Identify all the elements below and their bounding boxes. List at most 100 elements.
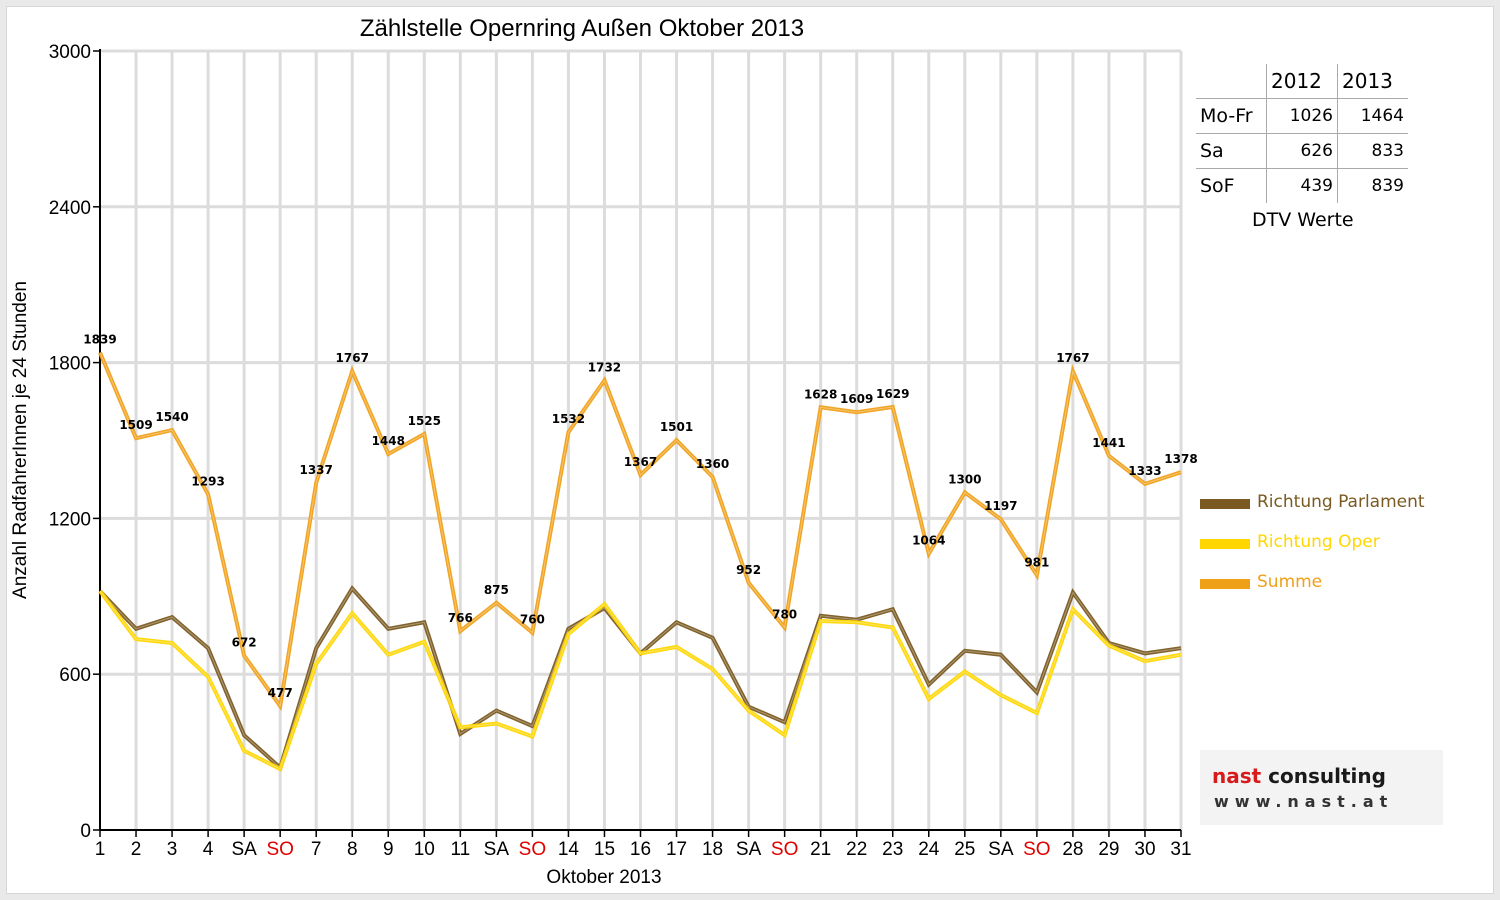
dtv-value-2012: 439 [1266,168,1338,203]
x-tick-label: SO [771,839,798,860]
data-label: 1532 [552,412,585,426]
data-label: 477 [268,686,293,700]
dtv-table: 2012 2013 Mo-Fr 1026 1464 Sa 626 833 SoF… [1196,64,1408,203]
data-label: 1609 [840,392,873,406]
x-axis-label: Oktober 2013 [546,867,661,888]
legend-swatch [1200,499,1250,509]
data-label: 1333 [1128,464,1161,478]
x-tick-label: 16 [630,839,651,860]
x-tick-label: 18 [702,839,723,860]
dtv-value-2013: 1464 [1337,98,1408,134]
data-label: 1337 [299,463,332,477]
legend-label: Summe [1257,572,1323,592]
x-tick-label: 17 [666,839,687,860]
x-tick-label: 31 [1170,839,1191,860]
data-label: 760 [520,613,545,627]
x-tick-label: 24 [918,839,940,860]
x-tick-label: 21 [810,839,831,860]
series-line-3 [98,351,1182,712]
data-label: 1628 [804,387,837,401]
x-tick-label: 28 [1062,839,1083,860]
dtv-col-2012: 2012 [1266,64,1338,99]
data-label: 766 [448,611,473,625]
x-tick-label: SO [1023,839,1050,860]
data-label: 1360 [696,457,729,471]
data-label: 981 [1024,555,1049,569]
dtv-value-2013: 839 [1337,168,1408,203]
x-tick-label: SA [484,839,510,860]
logo-brand-rest: consulting [1261,764,1386,788]
data-label: 1501 [660,420,693,434]
x-tick-label: SA [736,839,762,860]
x-tick-label: 25 [954,839,975,860]
x-tick-label: SO [519,839,546,860]
data-label: 672 [232,636,257,650]
legend-item-summe: Summe [1200,572,1480,596]
data-label: 1629 [876,387,909,401]
legend-item-parlament: Richtung Parlament [1200,492,1480,516]
y-tick-label: 600 [59,665,91,686]
x-tick-label: 23 [882,839,903,860]
data-label: 1767 [336,351,369,365]
legend-label: Richtung Oper [1257,532,1380,552]
y-tick-label: 2400 [49,198,91,219]
data-label: 875 [484,583,509,597]
data-label: 1509 [119,418,152,432]
y-tick-label: 3000 [49,42,91,63]
x-tick-label: 9 [383,839,394,860]
data-label: 1448 [372,434,405,448]
dtv-header-row: 2012 2013 [1196,64,1408,99]
dtv-row-sa: Sa 626 833 [1196,133,1408,169]
logo-url: www.nast.at [1214,792,1394,811]
dtv-corner-cell [1196,64,1267,99]
series-line-highlight [99,590,1182,770]
y-tick-label: 1200 [49,509,91,530]
y-tick-label: 0 [80,821,91,842]
y-tick-label: 1800 [49,354,91,375]
data-label: 952 [736,563,761,577]
dtv-value-2012: 1026 [1266,98,1338,134]
data-label: 1293 [191,474,224,488]
x-tick-label: 15 [594,839,615,860]
dtv-caption: DTV Werte [1252,209,1354,231]
company-logo: nast consulting www.nast.at [1200,750,1443,825]
y-axis-label: Anzahl RadfahrerInnen je 24 Stunden [10,281,31,599]
data-label: 1732 [588,360,621,374]
data-label: 1300 [948,472,981,486]
data-label: 1064 [912,534,945,548]
logo-wordmark: nast consulting [1212,764,1386,788]
x-tick-label: 30 [1134,839,1155,860]
data-label: 1767 [1056,351,1089,365]
x-tick-label: SA [988,839,1014,860]
series-line-highlight [99,352,1182,708]
x-tick-label: 3 [167,839,178,860]
data-label: 1197 [984,499,1017,513]
chart-title: Zählstelle Opernring Außen Oktober 2013 [360,15,804,42]
legend-item-oper: Richtung Oper [1200,532,1480,556]
data-label: 780 [772,607,797,621]
x-tick-label: SO [266,839,293,860]
data-label: 1367 [624,455,657,469]
x-tick-label: SA [231,839,257,860]
x-tick-label: 10 [414,839,435,860]
x-tick-label: 4 [203,839,214,860]
x-tick-label: 22 [846,839,867,860]
legend-label: Richtung Parlament [1257,492,1425,512]
legend-swatch [1200,539,1250,549]
data-label: 1525 [408,414,441,428]
dtv-row-label: Sa [1196,133,1267,169]
dtv-row-sof: SoF 439 839 [1196,168,1408,203]
dtv-row-label: Mo-Fr [1196,98,1267,134]
logo-brand-red: nast [1212,764,1262,788]
data-label: 1540 [155,410,188,424]
series-line-2 [98,589,1182,772]
x-tick-label: 7 [311,839,322,860]
data-label: 1839 [83,332,116,346]
dtv-value-2012: 626 [1266,133,1338,169]
legend-swatch [1200,579,1250,589]
x-tick-label: 14 [558,839,580,860]
x-tick-label: 8 [347,839,358,860]
x-tick-label: 11 [450,839,470,860]
x-tick-label: 2 [131,839,142,860]
